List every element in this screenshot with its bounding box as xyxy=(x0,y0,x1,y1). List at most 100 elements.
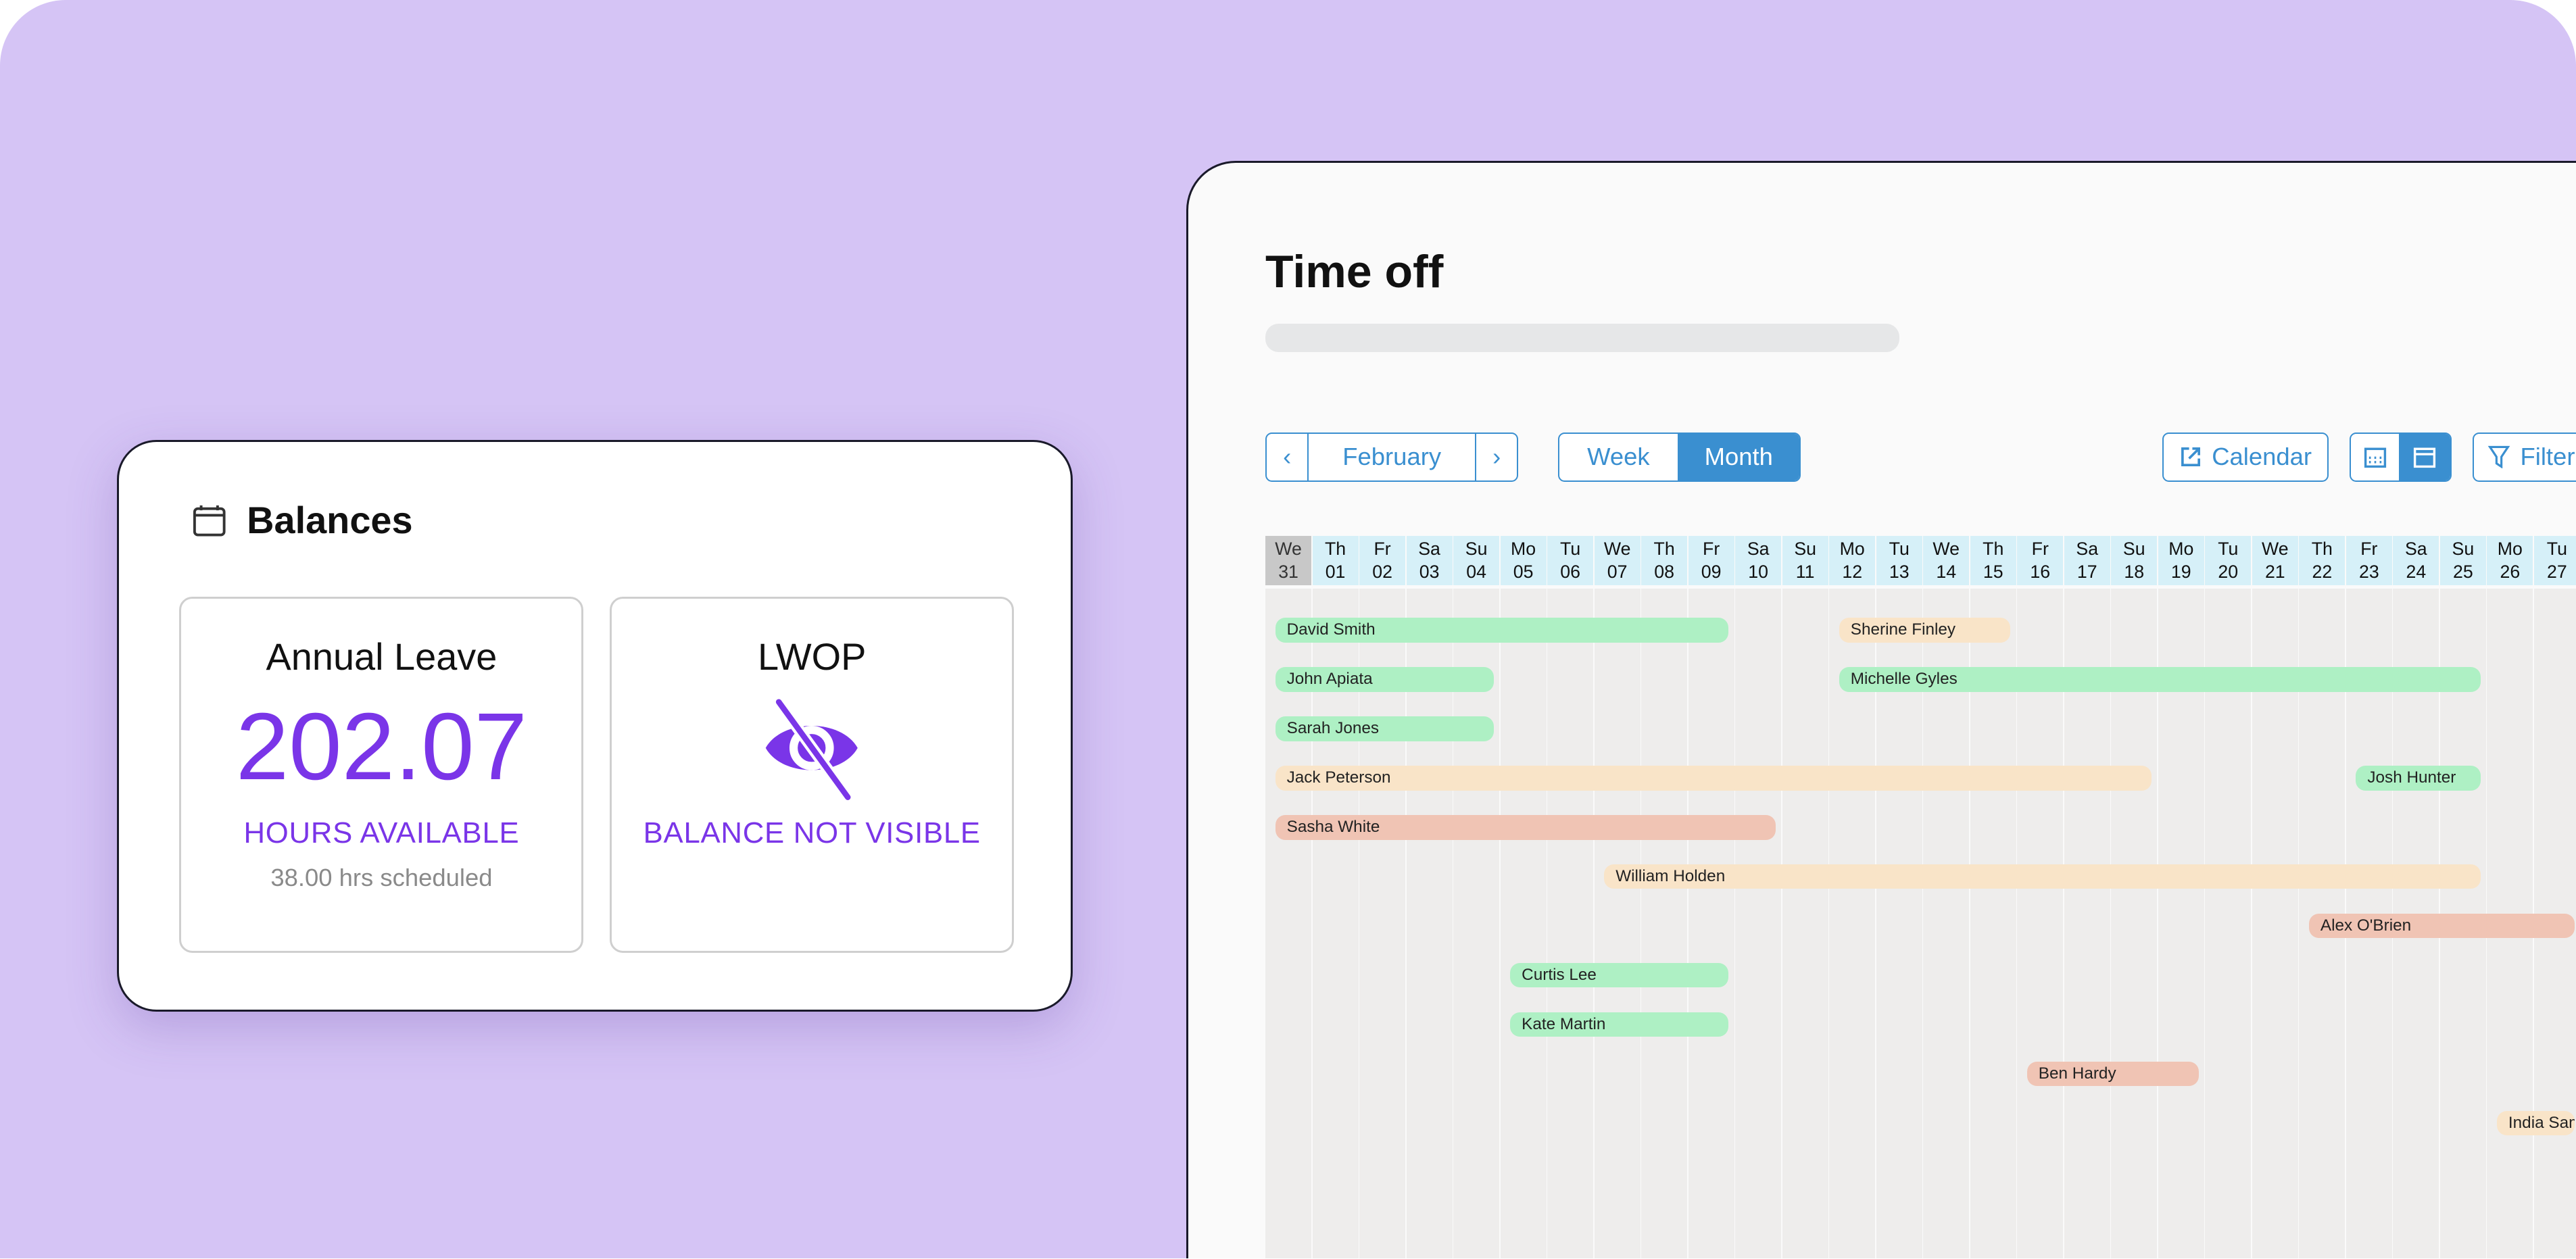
day-column xyxy=(1876,588,1922,1258)
day-header: Tu 20 xyxy=(2205,535,2252,585)
day-of-week: Tu xyxy=(2218,539,2239,560)
day-of-week: Th xyxy=(1653,539,1675,560)
leave-bar[interactable]: Josh Hunter xyxy=(2356,766,2481,791)
balance-label: HOURS AVAILABLE xyxy=(243,816,520,850)
day-column xyxy=(1829,588,1876,1258)
day-of-week: Sa xyxy=(1418,539,1440,560)
day-number: 07 xyxy=(1607,562,1628,583)
tab-week[interactable]: Week xyxy=(1587,443,1650,471)
subtitle-placeholder xyxy=(1265,324,1900,352)
tile-title: LWOP xyxy=(758,635,867,678)
scheduled-hours: 38.00 hrs scheduled xyxy=(270,863,493,891)
day-column xyxy=(1453,588,1500,1258)
day-number: 23 xyxy=(2358,562,2379,583)
next-month-button[interactable]: › xyxy=(1476,434,1517,480)
day-number: 21 xyxy=(2264,562,2285,583)
leave-bar[interactable]: Sarah Jones xyxy=(1275,716,1494,741)
day-of-week: Mo xyxy=(2168,539,2194,560)
day-column xyxy=(1359,588,1406,1258)
day-column xyxy=(2205,588,2252,1258)
day-number: 31 xyxy=(1278,562,1298,583)
leave-bar[interactable]: Sasha White xyxy=(1275,815,1776,840)
day-header: We 14 xyxy=(1923,535,1970,585)
day-header: Su 04 xyxy=(1453,535,1500,585)
day-column xyxy=(1265,588,1312,1258)
day-header: Mo 12 xyxy=(1829,535,1876,585)
day-header: Mo 05 xyxy=(1500,535,1547,585)
leave-bar[interactable]: William Holden xyxy=(1604,864,2481,889)
day-number: 16 xyxy=(2030,562,2051,583)
day-of-week: Mo xyxy=(2497,539,2523,560)
day-number: 22 xyxy=(2312,562,2333,583)
leave-bar[interactable]: David Smith xyxy=(1275,618,1729,643)
day-header: Fr 23 xyxy=(2346,535,2392,585)
leave-bar[interactable]: John Apiata xyxy=(1275,667,1494,692)
annual-leave-tile[interactable]: Annual Leave 202.07 HOURS AVAILABLE 38.0… xyxy=(179,596,584,954)
day-number: 12 xyxy=(1842,562,1863,583)
day-number: 18 xyxy=(2124,562,2145,583)
lwop-tile[interactable]: LWOP BALANCE NOT VISIBLE xyxy=(610,596,1015,954)
leave-bar[interactable]: Sherine Finley xyxy=(1839,618,2011,643)
day-header: Fr 09 xyxy=(1688,535,1734,585)
month-label[interactable]: February xyxy=(1309,433,1477,480)
day-of-week: Fr xyxy=(2360,539,2378,560)
filter-icon xyxy=(2487,446,2510,469)
balance-value: 202.07 xyxy=(235,692,527,799)
day-number: 19 xyxy=(2170,562,2191,583)
leave-bar[interactable]: Curtis Lee xyxy=(1510,962,1729,988)
day-number: 04 xyxy=(1466,562,1486,583)
day-of-week: We xyxy=(1603,539,1631,560)
tab-month[interactable]: Month xyxy=(1678,433,1800,480)
day-header: Th 08 xyxy=(1641,535,1688,585)
day-column xyxy=(2111,588,2158,1258)
day-of-week: Tu xyxy=(1560,539,1581,560)
calendar-icon xyxy=(2413,447,2436,468)
day-column xyxy=(1500,588,1547,1258)
day-number: 25 xyxy=(2452,562,2473,583)
day-of-week: Su xyxy=(2122,539,2145,560)
day-number: 10 xyxy=(1748,562,1769,583)
view-toggle: Week Month xyxy=(1557,432,1801,482)
leave-bar[interactable]: Kate Martin xyxy=(1510,1012,1729,1037)
day-header: Tu 06 xyxy=(1547,535,1594,585)
filter-button[interactable]: Filter xyxy=(2473,432,2576,482)
day-number: 20 xyxy=(2218,562,2239,583)
day-number: 05 xyxy=(1513,562,1534,583)
balance-label: BALANCE NOT VISIBLE xyxy=(643,816,981,850)
day-of-week: Su xyxy=(1794,539,1817,560)
day-of-week: Fr xyxy=(1374,539,1391,560)
filter-label: Filter xyxy=(2520,443,2575,471)
balances-card: Balances Annual Leave 202.07 HOURS AVAIL… xyxy=(116,440,1073,1012)
day-number: 15 xyxy=(1983,562,2003,583)
day-of-week: Su xyxy=(1465,539,1488,560)
day-header: Th 22 xyxy=(2299,535,2346,585)
leave-bar[interactable]: Alex O'Brien xyxy=(2308,913,2575,939)
day-column xyxy=(1782,588,1828,1258)
day-number: 02 xyxy=(1372,562,1392,583)
leave-bar[interactable]: Michelle Gyles xyxy=(1839,667,2481,692)
day-header: Sa 03 xyxy=(1406,535,1453,585)
prev-month-button[interactable]: ‹ xyxy=(1267,433,1309,480)
day-header: Sa 10 xyxy=(1735,535,1782,585)
leave-bar[interactable]: India Sam xyxy=(2496,1110,2575,1136)
calendar-export-button[interactable]: Calendar xyxy=(2162,432,2329,482)
chevron-left-icon: ‹ xyxy=(1283,443,1292,471)
day-of-week: Sa xyxy=(2404,539,2427,560)
day-number: 08 xyxy=(1654,562,1675,583)
day-header: Su 25 xyxy=(2439,535,2486,585)
leave-bar[interactable]: Jack Peterson xyxy=(1275,766,2152,791)
day-header: We 31 xyxy=(1265,535,1312,585)
day-header: Tu 27 xyxy=(2533,535,2576,585)
day-column xyxy=(1735,588,1782,1258)
calendar-label: Calendar xyxy=(2212,443,2312,471)
day-of-week: We xyxy=(1933,539,1960,560)
external-link-icon xyxy=(2181,447,2200,467)
day-column xyxy=(1688,588,1734,1258)
day-column xyxy=(2252,588,2298,1258)
day-number: 26 xyxy=(2500,562,2521,583)
calendar-timeline-view-button[interactable] xyxy=(2399,433,2450,480)
leave-bar[interactable]: Ben Hardy xyxy=(2026,1061,2199,1087)
calendar-grid-view-button[interactable] xyxy=(2351,434,2399,480)
day-of-week: Tu xyxy=(1889,539,1910,560)
balances-title: Balances xyxy=(247,498,413,541)
